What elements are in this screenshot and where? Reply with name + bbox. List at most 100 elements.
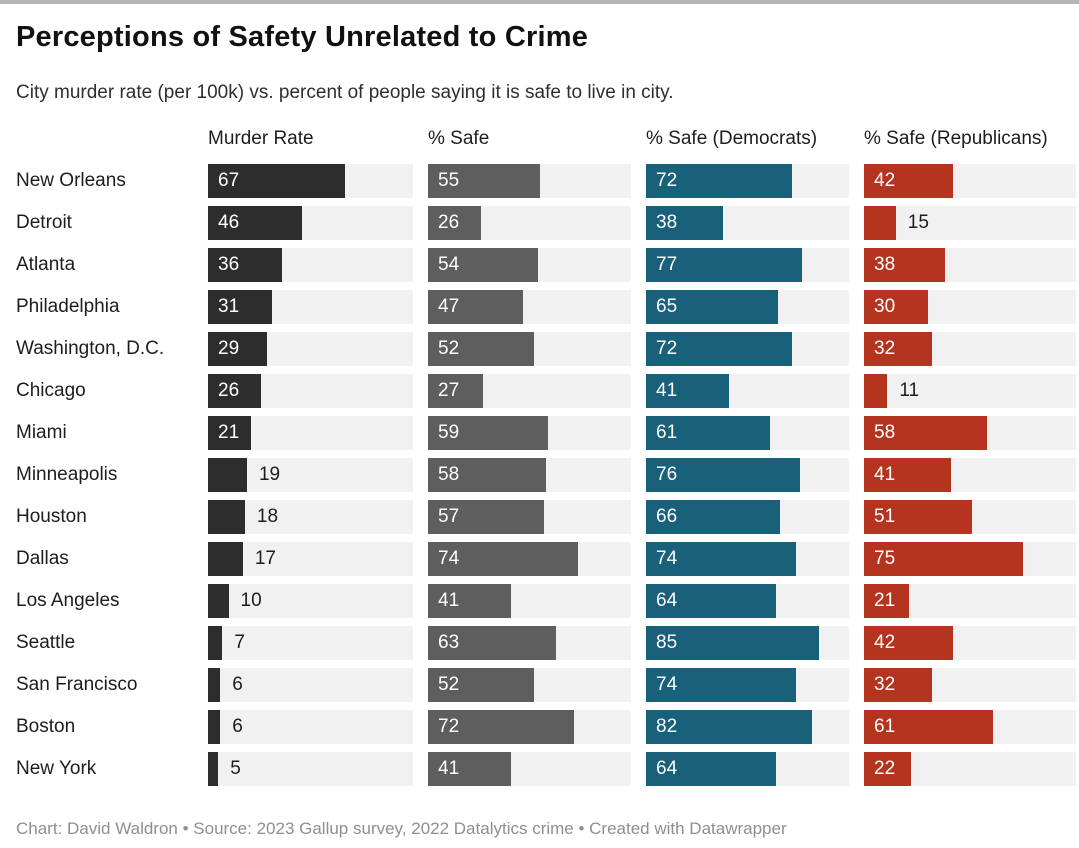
bar-safe: [428, 416, 548, 450]
city-label-washington-d-c: Washington, D.C.: [16, 338, 165, 359]
bar-safe-democrats: [646, 290, 778, 324]
bar-safe: [428, 500, 544, 534]
value-label: 21: [874, 590, 896, 611]
value-label: 41: [656, 380, 678, 401]
value-label: 36: [218, 254, 240, 275]
city-label-philadelphia: Philadelphia: [16, 296, 120, 317]
city-label-dallas: Dallas: [16, 548, 69, 569]
bar-safe-republicans: [864, 752, 911, 786]
bar-safe: [428, 668, 534, 702]
bar-safe: [428, 584, 512, 618]
value-label: 76: [656, 464, 678, 485]
value-label: 46: [218, 212, 240, 233]
value-label: 52: [438, 674, 460, 695]
bar-safe-democrats: [646, 500, 780, 534]
bar-murder-rate: [208, 458, 247, 492]
bar-safe-republicans: [864, 668, 932, 702]
bar-safe-republicans: [864, 206, 896, 240]
bar-safe-democrats: [646, 164, 793, 198]
bar-murder-rate: [208, 374, 262, 408]
bar-safe-republicans: [864, 584, 909, 618]
bar-safe-republicans: [864, 416, 987, 450]
value-label: 55: [438, 170, 460, 191]
value-label: 30: [874, 296, 896, 317]
bar-safe-republicans: [864, 458, 951, 492]
value-label: 75: [874, 548, 896, 569]
bar-track: 64: [646, 752, 849, 786]
value-label: 72: [656, 170, 678, 191]
bar-track: 64: [646, 584, 849, 618]
bar-safe-democrats: [646, 458, 801, 492]
value-label: 21: [218, 422, 240, 443]
bar-track: 15: [864, 206, 1076, 240]
city-label-los-angeles: Los Angeles: [16, 590, 120, 611]
bar-safe-republicans: [864, 332, 932, 366]
bar-track: 55: [428, 164, 631, 198]
bar-track: 27: [428, 374, 631, 408]
bar-safe-republicans: [864, 248, 945, 282]
bar-track: 42: [864, 164, 1076, 198]
value-label: 61: [656, 422, 678, 443]
bar-safe-democrats: [646, 374, 730, 408]
value-label: 74: [656, 674, 678, 695]
bar-track: 59: [428, 416, 631, 450]
value-label: 32: [874, 674, 896, 695]
top-rule: [0, 0, 1079, 4]
bar-safe-republicans: [864, 542, 1023, 576]
bar-murder-rate: [208, 752, 219, 786]
value-label: 42: [874, 632, 896, 653]
value-label: 41: [438, 758, 460, 779]
bar-track: 75: [864, 542, 1076, 576]
value-label: 47: [438, 296, 460, 317]
bar-track: 6: [208, 668, 413, 702]
bar-track: 65: [646, 290, 849, 324]
value-label: 29: [218, 338, 240, 359]
bar-track: 54: [428, 248, 631, 282]
bar-safe-democrats: [646, 584, 776, 618]
bar-safe-democrats: [646, 626, 819, 660]
bar-murder-rate: [208, 626, 223, 660]
city-label-minneapolis: Minneapolis: [16, 464, 118, 485]
bar-murder-rate: [208, 206, 303, 240]
value-label: 10: [240, 590, 262, 611]
bar-safe: [428, 626, 556, 660]
bar-track: 26: [428, 206, 631, 240]
bar-track: 52: [428, 332, 631, 366]
bar-murder-rate: [208, 332, 268, 366]
city-label-san-francisco: San Francisco: [16, 674, 138, 695]
bar-track: 32: [864, 332, 1076, 366]
bar-track: 21: [864, 584, 1076, 618]
bar-track: 72: [646, 164, 849, 198]
value-label: 6: [232, 674, 243, 695]
bar-track: 38: [646, 206, 849, 240]
bar-track: 46: [208, 206, 413, 240]
bar-safe-democrats: [646, 332, 793, 366]
bar-safe: [428, 710, 575, 744]
value-label: 31: [218, 296, 240, 317]
value-label: 5: [230, 758, 241, 779]
value-label: 7: [234, 632, 245, 653]
bar-safe-republicans: [864, 710, 994, 744]
bar-murder-rate: [208, 542, 243, 576]
value-label: 11: [899, 380, 920, 401]
value-label: 19: [258, 464, 281, 485]
column-header-safe: % Safe: [428, 128, 490, 149]
bar-safe: [428, 542, 579, 576]
value-label: 38: [874, 254, 896, 275]
value-label: 67: [218, 170, 240, 191]
value-label: 58: [874, 422, 896, 443]
bar-safe: [428, 458, 546, 492]
bar-safe-republicans: [864, 374, 888, 408]
value-label: 57: [438, 506, 460, 527]
bar-track: 19: [208, 458, 413, 492]
value-label: 64: [656, 590, 678, 611]
bar-track: 41: [646, 374, 849, 408]
bar-track: 6: [208, 710, 413, 744]
bar-safe-republicans: [864, 164, 954, 198]
value-label: 77: [656, 254, 678, 275]
value-label: 52: [438, 338, 460, 359]
bar-track: 66: [646, 500, 849, 534]
bar-track: 38: [864, 248, 1076, 282]
bar-track: 22: [864, 752, 1076, 786]
value-label: 42: [874, 170, 896, 191]
